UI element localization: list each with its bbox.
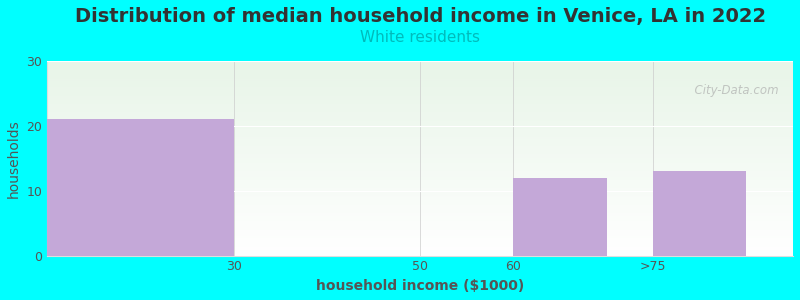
Text: White residents: White residents xyxy=(360,30,480,45)
X-axis label: household income ($1000): household income ($1000) xyxy=(316,279,524,293)
Bar xyxy=(654,171,746,256)
Bar xyxy=(514,178,606,256)
Text: City-Data.com: City-Data.com xyxy=(686,84,778,97)
Bar xyxy=(47,119,234,256)
Title: Distribution of median household income in Venice, LA in 2022: Distribution of median household income … xyxy=(74,7,766,26)
Y-axis label: households: households xyxy=(7,119,21,198)
